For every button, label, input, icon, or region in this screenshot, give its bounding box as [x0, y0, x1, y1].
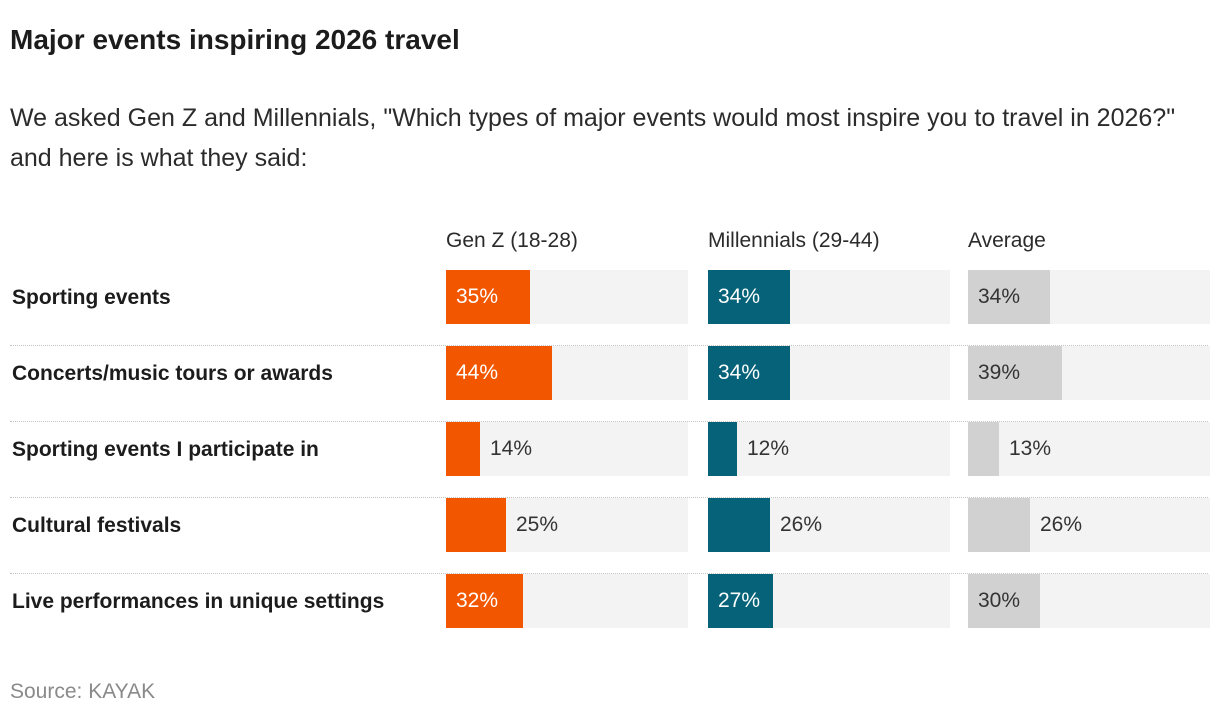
- category-label: Sporting events: [12, 286, 171, 309]
- category-label: Cultural festivals: [12, 514, 182, 537]
- data-label-millennials: 12%: [747, 437, 790, 460]
- category-label: Concerts/music tours or awards: [12, 362, 333, 385]
- bar-millennials: [708, 346, 790, 400]
- data-label-millennials: 34%: [718, 285, 761, 308]
- bar-track-average: 34%: [968, 270, 1210, 324]
- data-label-average: 30%: [978, 589, 1021, 612]
- bar-millennials: [708, 574, 773, 628]
- bar-gen-z: [446, 422, 480, 476]
- category-label: Sporting events I participate in: [12, 438, 319, 461]
- bar-track-gen-z: 32%: [446, 574, 688, 628]
- bar-track-average: 30%: [968, 574, 1210, 628]
- data-label-millennials: 26%: [780, 513, 823, 536]
- bar-track-gen-z: 14%: [446, 422, 688, 476]
- chart-row: Sporting events I participate in 14% 12% 13…: [10, 422, 1210, 498]
- data-label-average: 26%: [1040, 513, 1083, 536]
- chart-subtitle: We asked Gen Z and Millennials, "Which t…: [10, 104, 1176, 172]
- data-label-gen-z: 35%: [456, 285, 499, 308]
- source-note: Source: KAYAK: [10, 680, 156, 703]
- bar-track-average: 39%: [968, 346, 1210, 400]
- row-divider: [10, 421, 1208, 422]
- bar-track-gen-z: 25%: [446, 498, 688, 552]
- data-label-gen-z: 14%: [490, 437, 533, 460]
- column-header-gen-z: Gen Z (18-28): [446, 229, 578, 252]
- bar-average: [968, 270, 1050, 324]
- bar-track-average: 26%: [968, 498, 1210, 552]
- bar-millennials: [708, 422, 737, 476]
- column-header-millennials: Millennials (29-44): [708, 229, 880, 252]
- chart-row: Cultural festivals 25% 26% 26%: [10, 498, 1210, 574]
- bar-track-millennials: 34%: [708, 270, 950, 324]
- data-label-average: 39%: [978, 361, 1021, 384]
- bar-millennials: [708, 270, 790, 324]
- data-label-average: 34%: [978, 285, 1021, 308]
- data-label-millennials: 34%: [718, 361, 761, 384]
- data-label-millennials: 27%: [718, 589, 761, 612]
- bar-gen-z: [446, 270, 530, 324]
- column-header-average: Average: [968, 229, 1046, 252]
- bar-track-gen-z: 35%: [446, 270, 688, 324]
- data-label-gen-z: 32%: [456, 589, 499, 612]
- row-divider: [10, 573, 1208, 574]
- bar-average: [968, 422, 999, 476]
- chart-row: Concerts/music tours or awards 44% 34% 39%: [10, 346, 1210, 422]
- bar-gen-z: [446, 346, 552, 400]
- data-label-gen-z: 25%: [516, 513, 559, 536]
- category-label: Live performances in unique settings: [12, 590, 385, 613]
- data-label-gen-z: 44%: [456, 361, 499, 384]
- data-label-average: 13%: [1009, 437, 1052, 460]
- chart-row: Live performances in unique settings 32% 2…: [10, 574, 1210, 650]
- bar-average: [968, 346, 1062, 400]
- bar-track-millennials: 26%: [708, 498, 950, 552]
- row-divider: [10, 345, 1208, 346]
- bar-track-millennials: 12%: [708, 422, 950, 476]
- chart-title: Major events inspiring 2026 travel: [10, 24, 460, 55]
- bar-track-average: 13%: [968, 422, 1210, 476]
- bar-track-millennials: 27%: [708, 574, 950, 628]
- row-divider: [10, 497, 1208, 498]
- bar-millennials: [708, 498, 770, 552]
- bar-gen-z: [446, 498, 506, 552]
- bar-gen-z: [446, 574, 523, 628]
- bar-track-gen-z: 44%: [446, 346, 688, 400]
- bar-average: [968, 574, 1040, 628]
- bar-average: [968, 498, 1030, 552]
- chart-row: Sporting events 35% 34% 34%: [10, 270, 1210, 346]
- bar-track-millennials: 34%: [708, 346, 950, 400]
